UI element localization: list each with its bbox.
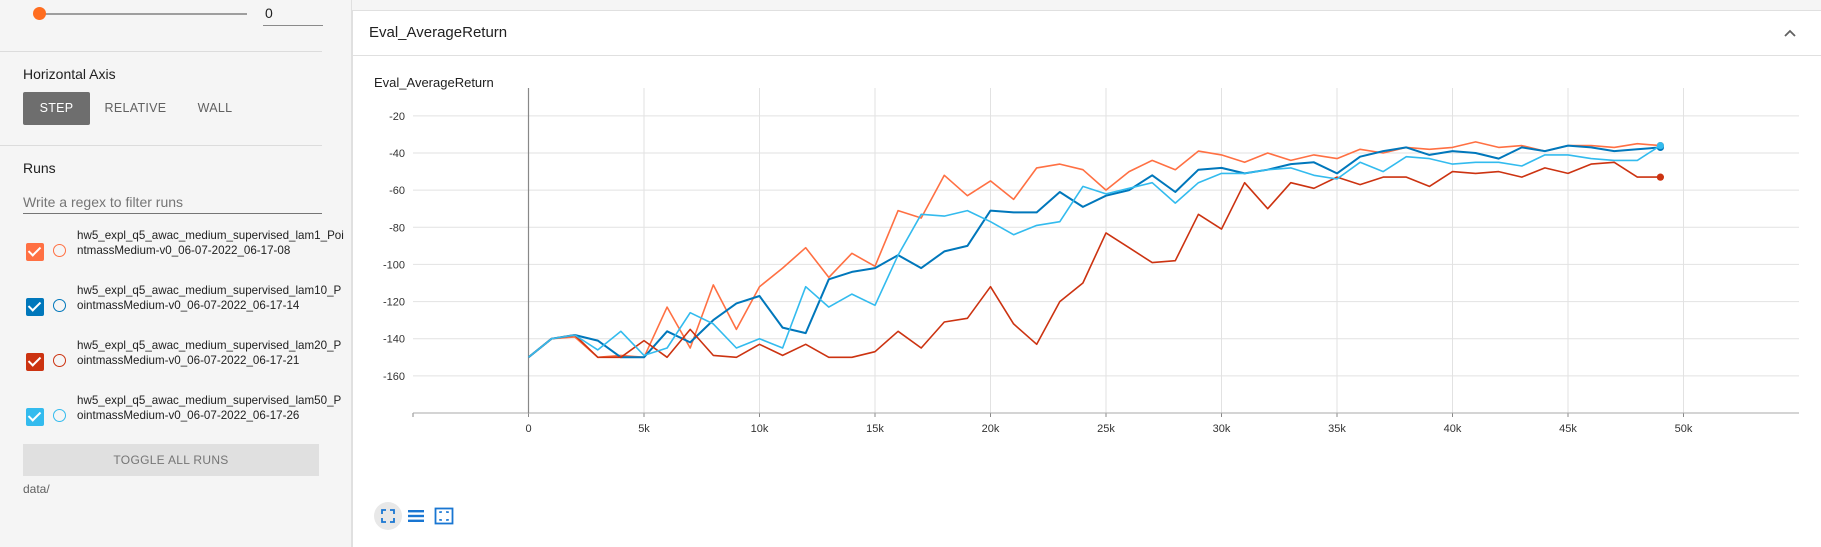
x-tick-label: 40k <box>1444 423 1462 435</box>
x-tick-label: 15k <box>866 423 884 435</box>
run-item[interactable]: hw5_expl_q5_awac_medium_supervised_lam10… <box>23 283 341 333</box>
run-checkbox[interactable] <box>26 243 44 261</box>
run-color-circle[interactable] <box>53 409 66 422</box>
x-tick-label: 20k <box>982 423 1000 435</box>
horizontal-axis-title: Horizontal Axis <box>23 66 116 82</box>
x-tick-label: 25k <box>1097 423 1115 435</box>
data-table-icon <box>408 510 424 522</box>
fullscreen-icon <box>381 509 395 523</box>
x-tick-label: 35k <box>1328 423 1346 435</box>
y-tick-label: -100 <box>383 259 405 271</box>
data-table-button[interactable] <box>402 502 430 530</box>
toggle-all-runs-button[interactable]: TOGGLE ALL RUNS <box>23 444 319 476</box>
smoothing-slider-track[interactable] <box>39 13 247 15</box>
chart-title: Eval_AverageReturn <box>374 75 494 90</box>
run-label: hw5_expl_q5_awac_medium_supervised_lam10… <box>77 284 342 312</box>
x-tick-label: 10k <box>751 423 769 435</box>
series-end-point <box>1656 173 1664 181</box>
y-tick-label: -140 <box>383 334 405 346</box>
line-chart[interactable]: -20 -40 -60 -80 -100 -120 -140 -160 0 5k 10k 15k 20k… <box>353 11 1821 501</box>
run-checkbox[interactable] <box>26 298 44 316</box>
run-checkbox[interactable] <box>26 408 44 426</box>
run-item[interactable]: hw5_expl_q5_awac_medium_supervised_lam50… <box>23 393 341 443</box>
smoothing-slider-thumb[interactable] <box>33 7 46 20</box>
data-directory-label: data/ <box>23 482 50 496</box>
axis-relative-button[interactable]: RELATIVE <box>104 101 167 115</box>
x-tick-label: 30k <box>1213 423 1231 435</box>
y-tick-label: -20 <box>389 111 405 123</box>
runs-title: Runs <box>23 160 56 176</box>
sidebar: 0 Horizontal Axis STEP RELATIVE WALL Run… <box>0 0 352 547</box>
run-item[interactable]: hw5_expl_q5_awac_medium_supervised_lam1_… <box>23 228 344 278</box>
axis-step-button[interactable]: STEP <box>23 92 90 125</box>
y-tick-label: -60 <box>389 185 405 197</box>
x-tick-label: 45k <box>1559 423 1577 435</box>
fit-domain-button[interactable] <box>430 502 458 530</box>
x-tick-label: 0 <box>525 423 531 435</box>
run-color-circle[interactable] <box>53 354 66 367</box>
y-tick-label: -120 <box>383 297 405 309</box>
card-title: Eval_AverageReturn <box>369 24 508 41</box>
run-label: hw5_expl_q5_awac_medium_supervised_lam20… <box>77 339 342 367</box>
divider <box>0 51 322 52</box>
run-label: hw5_expl_q5_awac_medium_supervised_lam50… <box>77 394 342 422</box>
fullscreen-button[interactable] <box>374 502 402 530</box>
run-item[interactable]: hw5_expl_q5_awac_medium_supervised_lam20… <box>23 338 341 388</box>
series-end-point <box>1656 141 1664 150</box>
axis-wall-button[interactable]: WALL <box>197 101 233 115</box>
run-checkbox[interactable] <box>26 353 44 371</box>
y-tick-label: -160 <box>383 371 405 383</box>
smoothing-value-input[interactable]: 0 <box>263 4 323 26</box>
series-line <box>527 161 1661 359</box>
run-filter-input[interactable]: Write a regex to filter runs <box>23 190 322 214</box>
chevron-up-icon[interactable] <box>1783 26 1797 40</box>
series-line <box>527 144 1661 358</box>
x-tick-label: 50k <box>1675 423 1693 435</box>
card-header[interactable]: Eval_AverageReturn <box>353 11 1821 56</box>
run-color-circle[interactable] <box>53 244 66 257</box>
fit-domain-icon <box>434 507 454 525</box>
x-tick-label: 5k <box>638 423 650 435</box>
chart-card: Eval_AverageReturn Eval_AverageReturn -2… <box>352 10 1821 547</box>
y-tick-label: -40 <box>389 148 405 160</box>
series-line <box>527 144 1661 359</box>
series-line <box>527 141 1661 359</box>
run-label: hw5_expl_q5_awac_medium_supervised_lam1_… <box>77 229 344 257</box>
run-color-circle[interactable] <box>53 299 66 312</box>
divider <box>0 145 322 146</box>
y-tick-label: -80 <box>389 222 405 234</box>
